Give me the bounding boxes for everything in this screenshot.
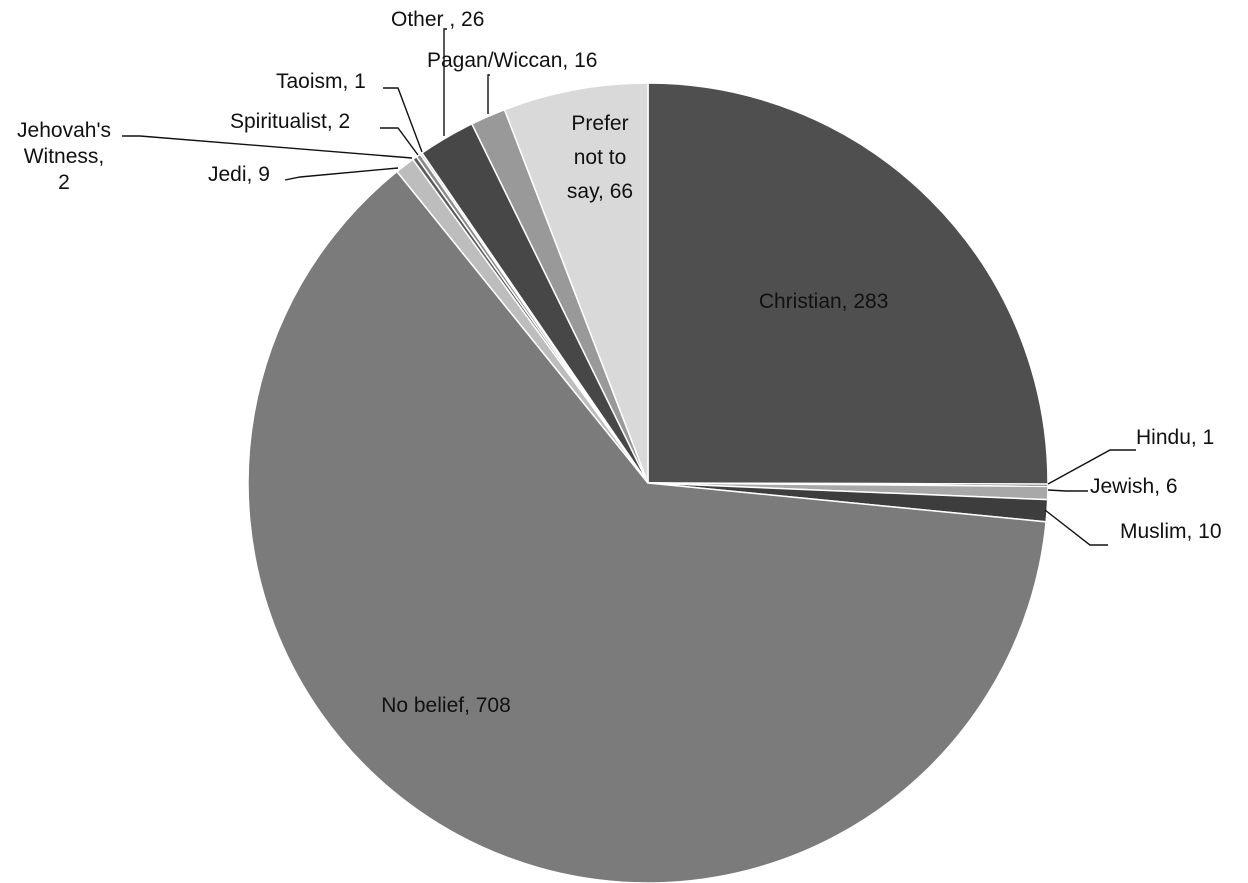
label-jehovah-s-witness: Jehovah's Witness, 2 — [17, 119, 111, 194]
slice-prefer-not-to-say — [503, 82, 649, 484]
leader-pagan-wiccan — [487, 74, 490, 114]
label-other: Other , 26 — [391, 8, 484, 31]
leader-hindu — [1047, 449, 1136, 485]
label-jewish: Jewish, 6 — [1090, 475, 1178, 498]
slice-no-belief — [247, 170, 1047, 883]
leader-jedi — [284, 167, 399, 181]
leader-lines — [122, 28, 1136, 546]
label-no-belief: No belief, 708 — [381, 694, 511, 717]
label-jedi: Jedi, 9 — [208, 163, 270, 186]
leader-taoism — [383, 87, 423, 153]
slice-christian — [647, 82, 1049, 485]
label-pagan-wiccan: Pagan/Wiccan, 16 — [427, 49, 597, 72]
leader-other — [443, 28, 447, 136]
label-christian: Christian, 283 — [759, 290, 889, 313]
leader-jewish — [1047, 489, 1088, 492]
leader-spiritualist — [380, 127, 419, 156]
leader-muslim — [1044, 509, 1108, 546]
label-prefer-not-to-say: Prefer not to say, 66 — [567, 112, 633, 203]
label-hindu: Hindu, 1 — [1136, 426, 1214, 449]
label-taoism: Taoism, 1 — [276, 70, 366, 93]
label-spiritualist: Spiritualist, 2 — [230, 110, 350, 133]
pie-slices — [247, 82, 1049, 883]
label-muslim: Muslim, 10 — [1120, 520, 1222, 543]
slice-labels: Christian, 283 Hindu, 1 Jewish, 6 Muslim, 1… — [17, 8, 1221, 717]
leader-jehovah-s-witness — [122, 135, 413, 159]
